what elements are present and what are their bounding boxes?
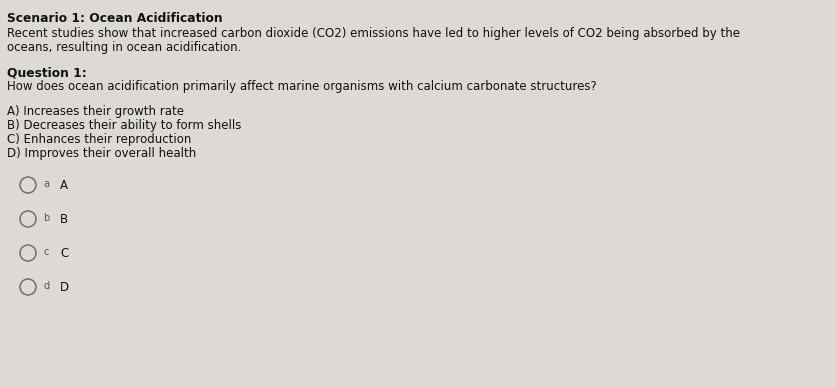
Text: b: b xyxy=(43,213,49,223)
Text: oceans, resulting in ocean acidification.: oceans, resulting in ocean acidification… xyxy=(7,41,241,54)
Text: C) Enhances their reproduction: C) Enhances their reproduction xyxy=(7,133,191,146)
Text: A) Increases their growth rate: A) Increases their growth rate xyxy=(7,105,184,118)
Text: Question 1:: Question 1: xyxy=(7,66,87,79)
Text: d: d xyxy=(43,281,49,291)
Text: Scenario 1: Ocean Acidification: Scenario 1: Ocean Acidification xyxy=(7,12,222,25)
Text: a: a xyxy=(43,179,49,189)
Text: B: B xyxy=(60,213,68,226)
Text: C: C xyxy=(60,247,69,260)
Text: Recent studies show that increased carbon dioxide (CO2) emissions have led to hi: Recent studies show that increased carbo… xyxy=(7,27,739,40)
Text: D) Improves their overall health: D) Improves their overall health xyxy=(7,147,196,160)
Text: A: A xyxy=(60,179,68,192)
Text: B) Decreases their ability to form shells: B) Decreases their ability to form shell… xyxy=(7,119,241,132)
Text: How does ocean acidification primarily affect marine organisms with calcium carb: How does ocean acidification primarily a… xyxy=(7,80,596,93)
Text: c: c xyxy=(43,247,48,257)
Text: D: D xyxy=(60,281,69,294)
